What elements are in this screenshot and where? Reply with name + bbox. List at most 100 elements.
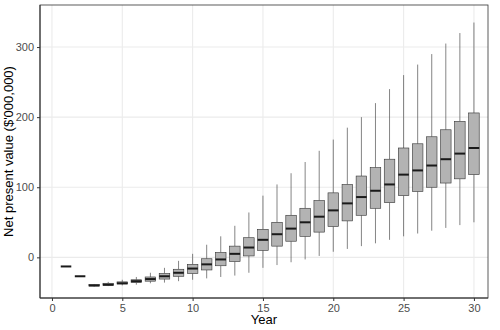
box — [314, 201, 325, 233]
box — [384, 159, 395, 202]
median — [384, 183, 395, 185]
whisker-high — [389, 89, 390, 159]
whisker-low — [164, 279, 165, 283]
whisker-high — [178, 261, 179, 269]
axis-line — [40, 298, 488, 299]
whisker-high — [431, 54, 432, 137]
box-group — [469, 23, 480, 223]
median — [300, 221, 311, 223]
median — [286, 228, 297, 230]
box-group — [328, 140, 339, 252]
whisker-high — [445, 44, 446, 130]
box-group — [384, 89, 395, 240]
tick-mark — [263, 298, 264, 301]
box — [173, 269, 184, 276]
box — [201, 259, 212, 270]
box-group — [117, 280, 128, 286]
box-group — [314, 151, 325, 256]
box-group — [244, 212, 255, 272]
box-group — [103, 282, 114, 286]
tick-label: 30 — [468, 302, 480, 314]
box-group — [286, 173, 297, 262]
whisker-low — [305, 236, 306, 259]
grid-line — [122, 5, 123, 298]
tick-mark — [37, 47, 40, 48]
whisker-high — [192, 254, 193, 265]
tick: 30 — [468, 298, 480, 314]
box — [412, 144, 423, 192]
grid-line — [40, 257, 488, 258]
box — [75, 276, 86, 277]
box — [89, 285, 100, 286]
tick-mark — [122, 298, 123, 301]
tick-mark — [474, 298, 475, 301]
median — [159, 275, 170, 277]
tick-mark — [37, 187, 40, 188]
box-group — [145, 273, 156, 284]
whisker-low — [445, 183, 446, 228]
median — [187, 268, 198, 270]
tick: 0 — [49, 298, 55, 314]
plot-frame — [40, 5, 488, 298]
median — [215, 258, 226, 260]
box — [244, 238, 255, 256]
box — [61, 266, 72, 267]
grid-line — [192, 5, 193, 298]
whisker-high — [277, 184, 278, 222]
median — [469, 147, 480, 149]
whisker-low — [206, 270, 207, 278]
median — [145, 278, 156, 280]
whisker-low — [291, 241, 292, 262]
median — [328, 209, 339, 211]
box — [469, 113, 480, 175]
tick-label: 0 — [49, 302, 55, 314]
whisker-low — [417, 191, 418, 233]
whisker-low — [220, 266, 221, 277]
whisker-high — [206, 245, 207, 259]
box-group — [173, 261, 184, 281]
tick-label: 0 — [28, 251, 34, 263]
median — [441, 158, 452, 160]
whisker-high — [150, 273, 151, 277]
whisker-low — [319, 232, 320, 256]
box — [215, 252, 226, 265]
box — [286, 215, 297, 241]
tick-label: 5 — [120, 302, 126, 314]
box-group — [215, 236, 226, 277]
box — [131, 280, 142, 283]
whisker-low — [333, 227, 334, 252]
axis-line — [40, 5, 41, 298]
box — [187, 264, 198, 273]
median — [103, 284, 114, 286]
whisker-high — [333, 140, 334, 193]
tick-label: 100 — [16, 181, 34, 193]
box-group — [370, 103, 381, 243]
whisker-low — [192, 273, 193, 279]
box-group — [412, 65, 423, 234]
tick-mark — [52, 298, 53, 301]
tick-label: 200 — [16, 111, 34, 123]
median — [230, 253, 241, 255]
whisker-low — [178, 276, 179, 281]
whisker-low — [403, 196, 404, 237]
whisker-high — [375, 103, 376, 167]
box-group — [75, 276, 86, 277]
median — [455, 153, 466, 155]
whisker-low — [361, 215, 362, 246]
grid-line — [262, 5, 263, 298]
whisker-low — [473, 175, 474, 223]
box — [145, 277, 156, 281]
whisker-low — [431, 187, 432, 230]
tick: 20 — [328, 298, 340, 314]
tick: 10 — [187, 298, 199, 314]
tick-mark — [404, 298, 405, 301]
box-group — [455, 33, 466, 225]
tick-label: 300 — [16, 41, 34, 53]
tick-label: 10 — [187, 302, 199, 314]
median — [117, 282, 128, 284]
median — [356, 196, 367, 198]
median — [75, 275, 86, 277]
tick: 25 — [398, 298, 410, 314]
median — [131, 280, 142, 282]
whisker-low — [248, 256, 249, 273]
